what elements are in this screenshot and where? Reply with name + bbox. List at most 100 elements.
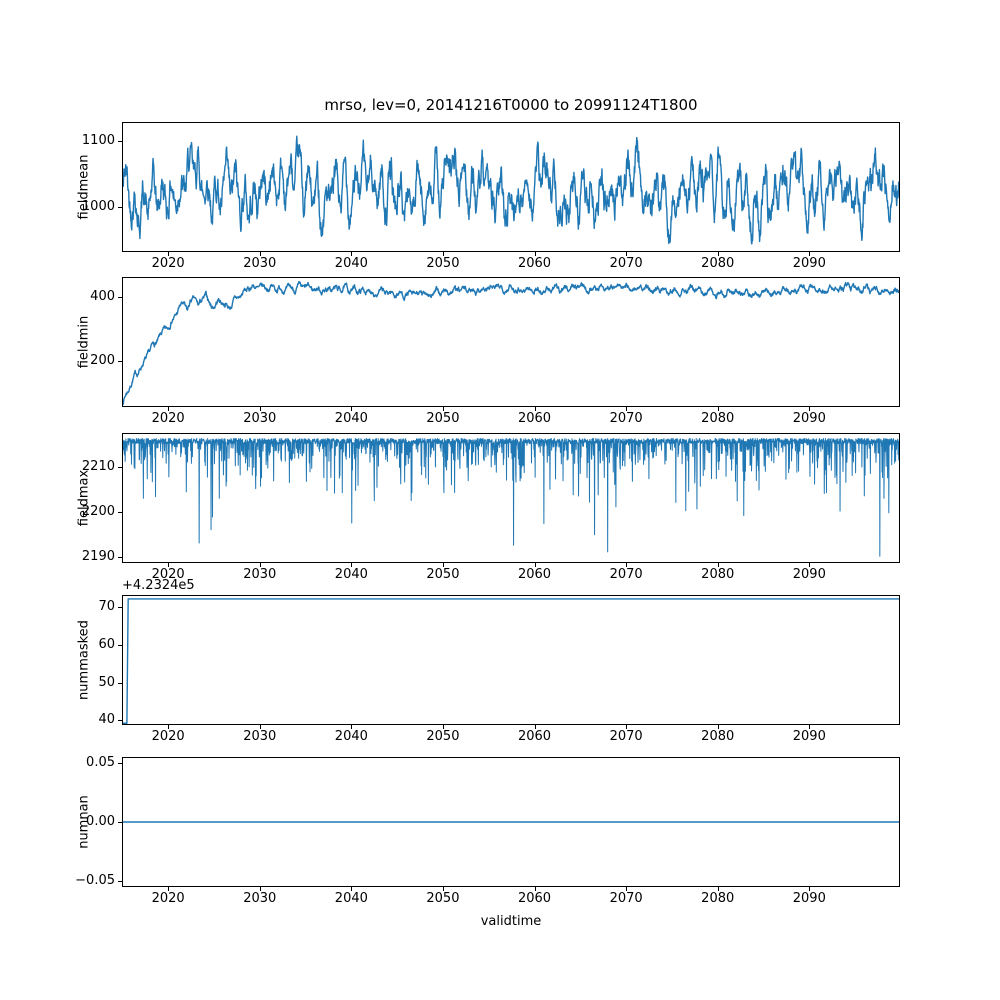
- ytick-label: 2200: [81, 504, 115, 520]
- xtick-label: 2060: [517, 729, 552, 744]
- y-tick-mark: [118, 467, 122, 469]
- x-tick-mark: [626, 887, 628, 891]
- x-tick-mark: [809, 887, 811, 891]
- xtick-label: 2030: [243, 567, 277, 582]
- xtick-label: 2030: [243, 891, 277, 906]
- xtick-label: 2040: [334, 256, 368, 271]
- ytick-label: 200: [90, 353, 115, 369]
- ytick-label: 50: [98, 674, 115, 690]
- x-tick-mark: [809, 252, 811, 256]
- fieldmin-plot-canvas: [123, 278, 899, 406]
- xtick-label: 2050: [426, 256, 460, 271]
- xtick-label: 2020: [151, 411, 185, 426]
- xtick-label: 2050: [426, 729, 460, 744]
- xtick-label: 2030: [243, 729, 277, 744]
- x-tick-mark: [534, 887, 536, 891]
- y-tick-mark: [118, 682, 122, 684]
- ytick-label: −0.05: [75, 873, 115, 889]
- nummasked-plot-canvas: [123, 596, 899, 724]
- x-tick-mark: [809, 725, 811, 729]
- x-tick-mark: [626, 252, 628, 256]
- subplot-fieldmin: [122, 277, 900, 407]
- ytick-label: 400: [90, 289, 115, 305]
- xtick-label: 2080: [701, 729, 735, 744]
- fieldmean-plot-canvas: [123, 123, 899, 251]
- xtick-label: 2060: [517, 567, 552, 582]
- x-tick-mark: [442, 407, 444, 411]
- xtick-label: 2090: [792, 729, 826, 744]
- ytick-label: 1000: [81, 198, 115, 214]
- xtick-label: 2080: [701, 256, 735, 271]
- x-tick-mark: [442, 563, 444, 567]
- x-tick-mark: [717, 252, 719, 256]
- x-tick-mark: [351, 252, 353, 256]
- ytick-label: 0.00: [86, 814, 115, 829]
- y-tick-mark: [118, 206, 122, 208]
- xtick-label: 2090: [792, 567, 826, 582]
- xtick-label: 2020: [151, 567, 185, 582]
- x-tick-mark: [168, 887, 170, 891]
- y-tick-mark: [118, 822, 122, 823]
- ytick-label: 0.05: [86, 754, 115, 770]
- x-tick-mark: [351, 725, 353, 729]
- x-tick-mark: [717, 563, 719, 567]
- xtick-label: 2060: [517, 256, 552, 271]
- x-tick-mark: [626, 407, 628, 411]
- x-tick-mark: [351, 563, 353, 567]
- xtick-label: 2060: [517, 891, 552, 906]
- x-tick-mark: [809, 563, 811, 567]
- y-tick-mark: [118, 557, 122, 559]
- ytick-label: 2190: [81, 549, 115, 565]
- xtick-label: 2040: [334, 891, 368, 906]
- ytick-label: 40: [98, 712, 115, 728]
- x-tick-mark: [259, 887, 261, 891]
- x-tick-mark: [168, 725, 170, 729]
- y-tick-mark: [118, 141, 122, 143]
- xtick-label: 2020: [151, 256, 185, 271]
- y-tick-mark: [118, 720, 122, 722]
- chart-title: mrso, lev=0, 20141216T0000 to 20991124T1…: [324, 96, 698, 114]
- xtick-label: 2080: [701, 567, 735, 582]
- x-tick-mark: [809, 407, 811, 411]
- xtick-label: 2020: [151, 891, 185, 906]
- x-tick-mark: [168, 407, 170, 411]
- fieldmax-plot-canvas: [123, 434, 899, 562]
- x-tick-mark: [534, 725, 536, 729]
- xtick-label: 2070: [609, 411, 643, 426]
- y-tick-mark: [118, 297, 122, 299]
- subplot-numnan: [122, 757, 900, 887]
- x-tick-mark: [717, 407, 719, 411]
- xtick-label: 2090: [792, 256, 826, 271]
- y-tick-mark: [118, 361, 122, 363]
- x-tick-mark: [442, 887, 444, 891]
- x-tick-mark: [717, 887, 719, 891]
- x-tick-mark: [534, 407, 536, 411]
- ytick-label: 70: [98, 599, 115, 615]
- x-tick-mark: [259, 252, 261, 256]
- xtick-label: 2080: [701, 411, 735, 426]
- y-tick-mark: [118, 512, 122, 514]
- subplot-fieldmax: [122, 433, 900, 563]
- ytick-label: 60: [98, 636, 115, 652]
- xtick-label: 2090: [792, 411, 826, 426]
- xtick-label: 2040: [334, 567, 368, 582]
- x-tick-mark: [168, 252, 170, 256]
- ytick-label: 1100: [81, 133, 115, 149]
- xtick-label: 2050: [426, 411, 460, 426]
- xtick-label: 2040: [334, 729, 368, 744]
- xtick-label: 2060: [517, 411, 552, 426]
- xtick-label: 2050: [426, 891, 460, 906]
- xtick-label: 2030: [243, 256, 277, 271]
- y-axis-offset-text: +4.2324e5: [122, 578, 195, 593]
- y-tick-mark: [118, 607, 122, 609]
- x-tick-mark: [259, 725, 261, 729]
- xtick-label: 2070: [609, 567, 643, 582]
- x-tick-mark: [717, 725, 719, 729]
- xtick-label: 2070: [609, 729, 643, 744]
- xtick-label: 2040: [334, 411, 368, 426]
- x-tick-mark: [442, 252, 444, 256]
- xtick-label: 2080: [701, 891, 735, 906]
- x-tick-mark: [534, 252, 536, 256]
- xtick-label: 2050: [426, 567, 460, 582]
